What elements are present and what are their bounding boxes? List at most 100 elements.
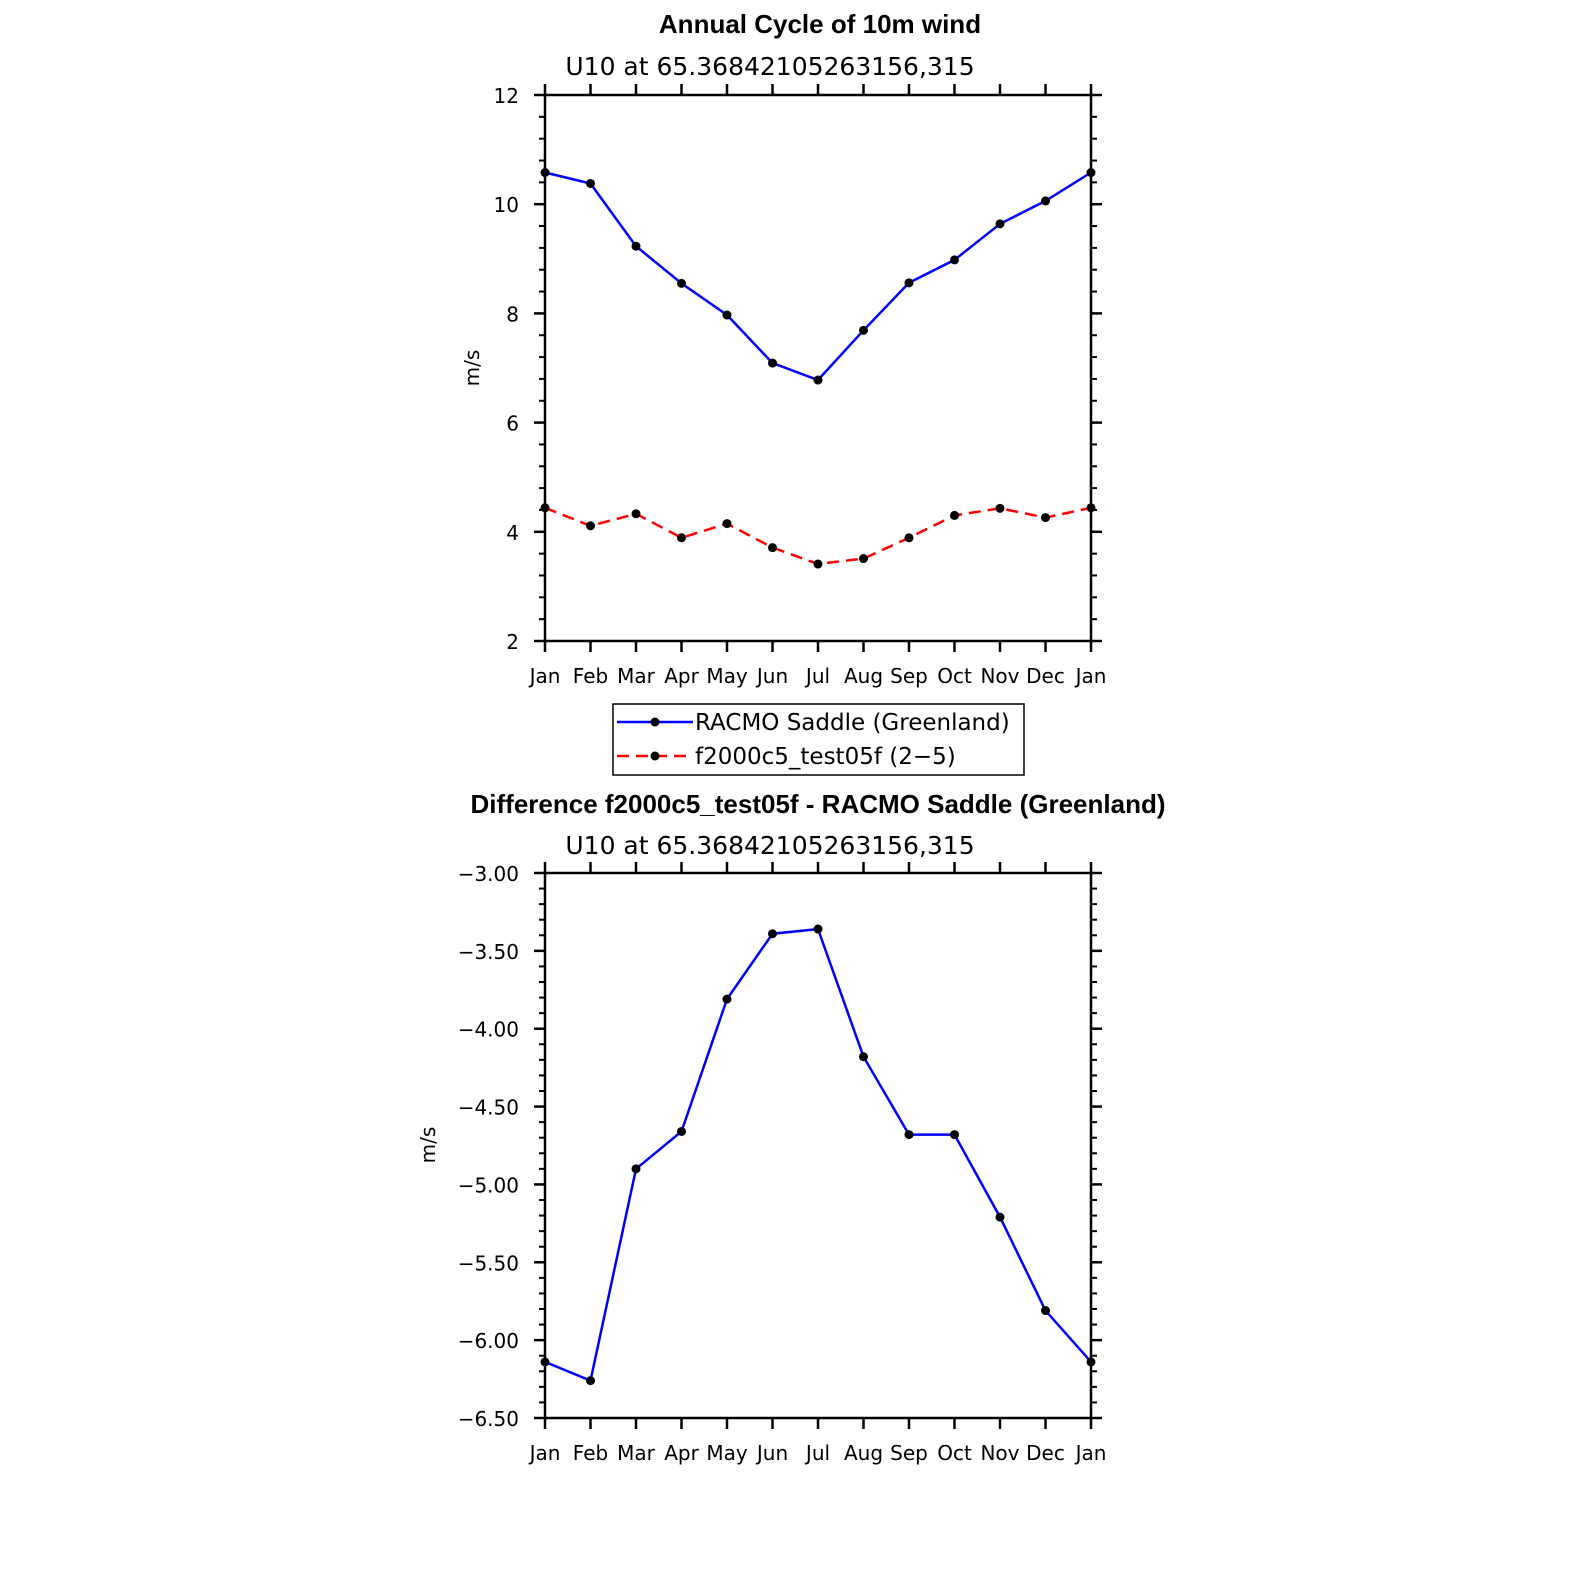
chart1-title: Annual Cycle of 10m wind bbox=[659, 9, 981, 39]
c2-series-0-point bbox=[677, 1126, 686, 1136]
chart1-subtitle: U10 at 65.36842105263156,315 bbox=[565, 52, 974, 81]
c1-ytick-label: 6 bbox=[506, 412, 519, 436]
c1-xtick-label: Nov bbox=[980, 664, 1019, 688]
c1-series-1-point bbox=[1086, 503, 1096, 513]
c2-xtick-label: Nov bbox=[980, 1441, 1019, 1465]
c1-ytick-label: 10 bbox=[494, 193, 519, 217]
c1-xtick-label: Oct bbox=[937, 664, 972, 688]
c1-series-1-point bbox=[677, 533, 686, 543]
c1-series-0-point bbox=[904, 278, 914, 288]
c1-series-1-point bbox=[631, 509, 641, 519]
chart2-series bbox=[540, 924, 1096, 1386]
chart2-y-axis-label: m/s bbox=[416, 1127, 440, 1164]
c1-ytick-label: 12 bbox=[494, 84, 519, 108]
chart1-x-tick-labels: Jan Feb Mar Apr May Jun Jul Aug Sep Oct Nov Dec Jan bbox=[528, 664, 1107, 688]
c1-series-1-point bbox=[859, 554, 868, 564]
c1-series-0-point bbox=[722, 310, 732, 320]
c2-xtick-label: Sep bbox=[890, 1441, 928, 1465]
c2-xtick-label: Oct bbox=[937, 1441, 972, 1465]
c2-series-0-point bbox=[904, 1130, 914, 1140]
chart1-ticks bbox=[534, 84, 1102, 652]
c1-series-1-point bbox=[950, 510, 959, 520]
c1-series-1-point bbox=[1041, 513, 1050, 523]
c1-series-0-point bbox=[540, 168, 550, 178]
c2-series-0-point bbox=[540, 1357, 550, 1367]
c1-xtick-label: Mar bbox=[617, 664, 656, 688]
chart2-x-tick-labels: Jan Feb Mar Apr May Jun Jul Aug Sep Oct Nov Dec Jan bbox=[528, 1441, 1107, 1465]
chart-annual-cycle: Annual Cycle of 10m wind U10 at 65.36842… bbox=[460, 9, 1107, 776]
chart1-series bbox=[540, 168, 1096, 569]
legend-marker-racmo bbox=[650, 717, 660, 727]
c1-series-1-point bbox=[768, 543, 777, 553]
c2-xtick-label: Jul bbox=[804, 1441, 830, 1465]
c2-ytick-label: −6.50 bbox=[458, 1407, 519, 1431]
c2-xtick-label: May bbox=[706, 1441, 748, 1465]
c2-series-0-point bbox=[950, 1130, 959, 1140]
c1-xtick-label: Jul bbox=[804, 664, 830, 688]
c1-xtick-label: Jun bbox=[755, 664, 788, 688]
c1-series-0-point bbox=[813, 375, 823, 385]
legend-item-f2000c5: f2000c5_test05f (2−5) bbox=[617, 744, 956, 770]
c1-xtick-label: Aug bbox=[844, 664, 883, 688]
legend-label-f2000c5: f2000c5_test05f (2−5) bbox=[695, 744, 956, 770]
c2-xtick-label: Jan bbox=[1074, 1441, 1107, 1465]
c2-series-line-0 bbox=[544, 927, 1092, 1383]
chart2-y-tick-labels: −6.50 −6.00 −5.50 −5.00 −4.50 −4.00 −3.50 −3.00 bbox=[458, 862, 519, 1431]
c2-series-0-point bbox=[768, 929, 777, 939]
c2-series-0-point bbox=[722, 994, 732, 1004]
c1-series-1-point bbox=[813, 559, 823, 569]
c1-series-1-point bbox=[586, 521, 595, 531]
c2-series-0-point bbox=[1086, 1357, 1096, 1367]
c2-series-0-point bbox=[813, 924, 823, 934]
c2-ytick-label: −6.00 bbox=[458, 1329, 519, 1353]
c2-series-0-point bbox=[995, 1212, 1005, 1222]
chart2-plot-frame bbox=[543, 871, 1093, 1420]
c1-series-0-point bbox=[995, 219, 1005, 229]
c2-xtick-label: Jan bbox=[528, 1441, 561, 1465]
c1-series-0-point bbox=[631, 241, 641, 251]
c2-xtick-label: Apr bbox=[664, 1441, 699, 1465]
c1-series-0-point bbox=[677, 278, 686, 288]
chart2-subtitle: U10 at 65.36842105263156,315 bbox=[565, 831, 974, 860]
c2-ytick-label: −5.50 bbox=[458, 1251, 519, 1275]
c2-series-0-point bbox=[1041, 1306, 1050, 1316]
legend-frame bbox=[612, 703, 1025, 776]
c2-xtick-label: Feb bbox=[573, 1441, 608, 1465]
c1-series-0-point bbox=[950, 255, 959, 265]
c1-xtick-label: Jan bbox=[1074, 664, 1107, 688]
chart1-y-tick-labels: 2 4 6 8 10 12 bbox=[494, 84, 519, 654]
c1-series-line-1 bbox=[544, 506, 1092, 566]
c2-series-0-point bbox=[586, 1376, 595, 1386]
c1-xtick-label: Apr bbox=[664, 664, 699, 688]
chart1-y-axis-label: m/s bbox=[460, 350, 484, 387]
chart2-title: Difference f2000c5_test05f - RACMO Saddl… bbox=[471, 789, 1166, 819]
c2-xtick-label: Dec bbox=[1026, 1441, 1065, 1465]
c2-ytick-label: −3.50 bbox=[458, 940, 519, 964]
c2-ytick-label: −4.50 bbox=[458, 1096, 519, 1120]
c1-series-1-point bbox=[722, 519, 732, 529]
c2-xtick-label: Mar bbox=[617, 1441, 656, 1465]
c1-series-0-point bbox=[1041, 196, 1050, 206]
c1-xtick-label: Jan bbox=[528, 664, 561, 688]
legend-marker-f2000c5 bbox=[650, 751, 660, 761]
c2-ytick-label: −4.00 bbox=[458, 1018, 519, 1042]
c1-xtick-label: Dec bbox=[1026, 664, 1065, 688]
c1-ytick-label: 8 bbox=[506, 302, 519, 326]
c2-series-0-point bbox=[859, 1052, 868, 1062]
c1-series-0-point bbox=[586, 178, 595, 188]
c1-series-line-0 bbox=[544, 171, 1092, 382]
c1-series-1-point bbox=[995, 503, 1005, 513]
c1-series-0-point bbox=[859, 325, 868, 335]
c1-ytick-label: 4 bbox=[506, 521, 519, 545]
c1-series-0-point bbox=[1086, 168, 1096, 178]
c2-series-0-point bbox=[631, 1164, 641, 1174]
legend-item-racmo: RACMO Saddle (Greenland) bbox=[617, 710, 1010, 736]
c2-xtick-label: Jun bbox=[755, 1441, 788, 1465]
c2-ytick-label: −3.00 bbox=[458, 862, 519, 886]
c1-xtick-label: Sep bbox=[890, 664, 928, 688]
c2-xtick-label: Aug bbox=[844, 1441, 883, 1465]
chart1-plot-frame bbox=[543, 93, 1093, 643]
c1-ytick-label: 2 bbox=[506, 630, 519, 654]
c1-series-0-point bbox=[768, 358, 777, 368]
